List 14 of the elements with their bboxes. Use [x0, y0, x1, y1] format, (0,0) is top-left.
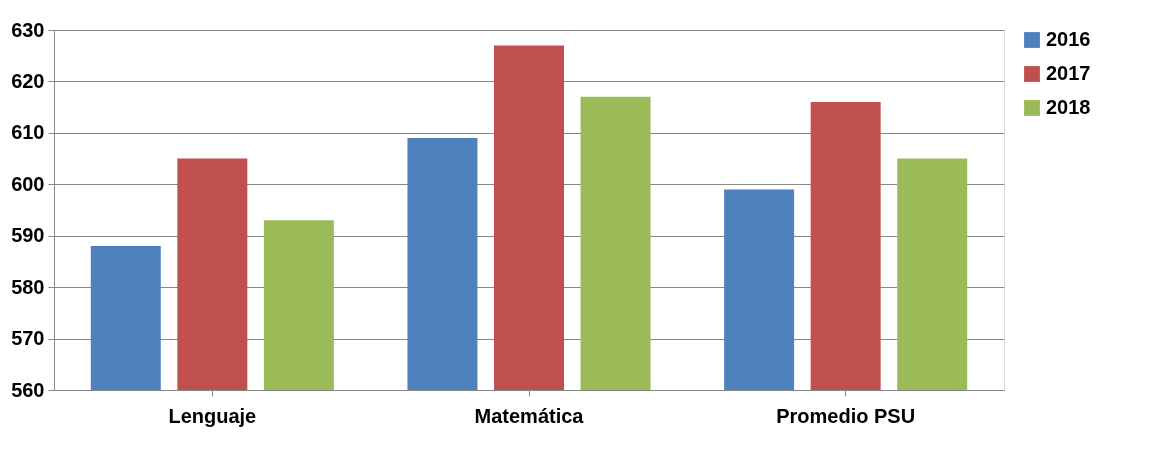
x-tick-label: Promedio PSU — [776, 404, 916, 427]
y-tick-label: 600 — [11, 172, 45, 195]
legend-label: 2017 — [1046, 62, 1091, 84]
y-tick-label: 570 — [11, 327, 45, 350]
y-tick-label: 590 — [11, 224, 45, 247]
y-tick-label: 610 — [11, 121, 45, 144]
legend-label: 2016 — [1046, 28, 1091, 50]
y-tick-label: 580 — [11, 275, 45, 298]
x-tick-label: Matemática — [474, 404, 585, 427]
y-tick-label: 630 — [11, 18, 45, 41]
y-tick-label: 620 — [11, 69, 45, 92]
x-tick-label: Lenguaje — [168, 404, 257, 427]
y-tick-label: 560 — [11, 378, 45, 401]
legend-label: 2018 — [1046, 96, 1091, 118]
